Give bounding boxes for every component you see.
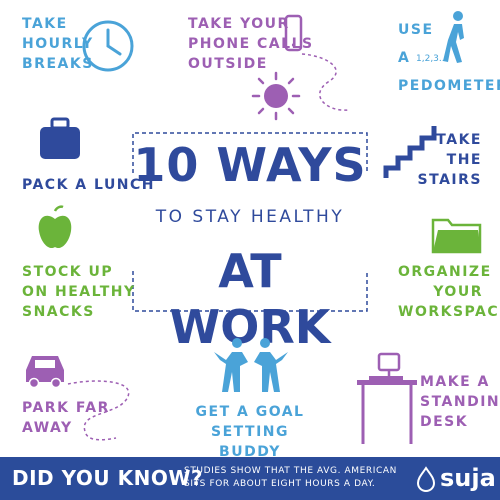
dotted-path bbox=[301, 53, 349, 111]
tip-workspace: ORGANIZE YOUR WORKSPACE bbox=[398, 264, 500, 320]
suja-drop-icon bbox=[416, 466, 436, 492]
tip-park: PARK FAR AWAY bbox=[22, 400, 110, 436]
tip-stairs: TAKE THE STAIRS bbox=[417, 132, 482, 188]
folder-icon bbox=[431, 218, 482, 254]
phone-icon bbox=[284, 14, 303, 52]
briefcase-icon bbox=[40, 117, 80, 159]
tip-phone-calls: TAKE YOUR PHONE CALLS OUTSIDE bbox=[188, 16, 314, 72]
car-icon bbox=[26, 356, 64, 389]
tip-snacks: STOCK UP ON HEALTHY SNACKS bbox=[22, 264, 136, 320]
standing-desk-icon bbox=[357, 352, 417, 444]
stairs-icon bbox=[383, 126, 437, 178]
title-line-2: TO STAY HEALTHY bbox=[155, 207, 345, 227]
tip-desk: MAKE A STANDING DESK bbox=[420, 374, 500, 430]
dashed-frame bbox=[132, 132, 368, 312]
brand-name: suja bbox=[440, 464, 496, 492]
footer-fact: STUDIES SHOW THAT THE AVG. AMERICAN SITS… bbox=[184, 466, 397, 489]
tip-pedometer: PEDOMETER bbox=[398, 78, 500, 94]
title-block: 10 WAYS TO STAY HEALTHY AT WORK bbox=[131, 131, 369, 354]
footer-question: DID YOU KNOW? bbox=[12, 466, 203, 490]
dotted-path-car bbox=[67, 380, 130, 441]
tip-lunch: PACK A LUNCH bbox=[22, 177, 156, 193]
steps-count-label: 1,2,3... bbox=[416, 54, 448, 64]
tip-hourly-breaks: TAKE HOURLY BREAKS bbox=[22, 16, 94, 72]
title-line-3: AT WORK bbox=[169, 244, 331, 354]
apple-icon bbox=[38, 205, 72, 249]
tip-pedometer-a: A bbox=[398, 50, 411, 66]
footer-banner: DID YOU KNOW? STUDIES SHOW THAT THE AVG.… bbox=[0, 457, 500, 500]
clock-icon bbox=[82, 20, 134, 72]
tip-buddy: GET A GOAL SETTING BUDDY bbox=[195, 404, 305, 460]
walking-person-icon bbox=[443, 11, 464, 63]
buddies-icon bbox=[214, 338, 288, 392]
tip-pedometer-use: USE bbox=[398, 22, 434, 38]
title-line-1: 10 WAYS bbox=[133, 138, 367, 192]
sun-icon bbox=[251, 71, 301, 121]
